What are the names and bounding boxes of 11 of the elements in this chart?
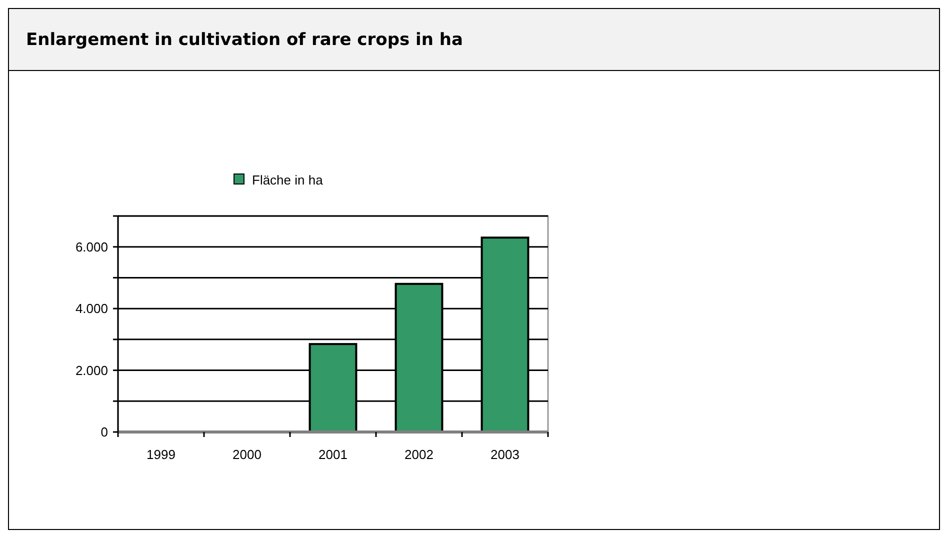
x-tick-label: 2003 bbox=[490, 447, 520, 462]
x-tick-label: 2001 bbox=[318, 447, 348, 462]
chart-title: Enlargement in cultivation of rare crops in ha bbox=[26, 30, 463, 50]
y-tick-label: 0 bbox=[100, 424, 108, 440]
x-tick-label: 1999 bbox=[146, 447, 176, 462]
y-tick-label: 2.000 bbox=[75, 362, 108, 378]
y-tick-label: 6.000 bbox=[75, 239, 108, 254]
x-tick-label: 2002 bbox=[404, 447, 434, 462]
y-tick-label: 4.000 bbox=[75, 301, 108, 316]
x-tick-label: 2000 bbox=[232, 447, 262, 462]
legend-label: Fläche in ha bbox=[252, 172, 324, 188]
